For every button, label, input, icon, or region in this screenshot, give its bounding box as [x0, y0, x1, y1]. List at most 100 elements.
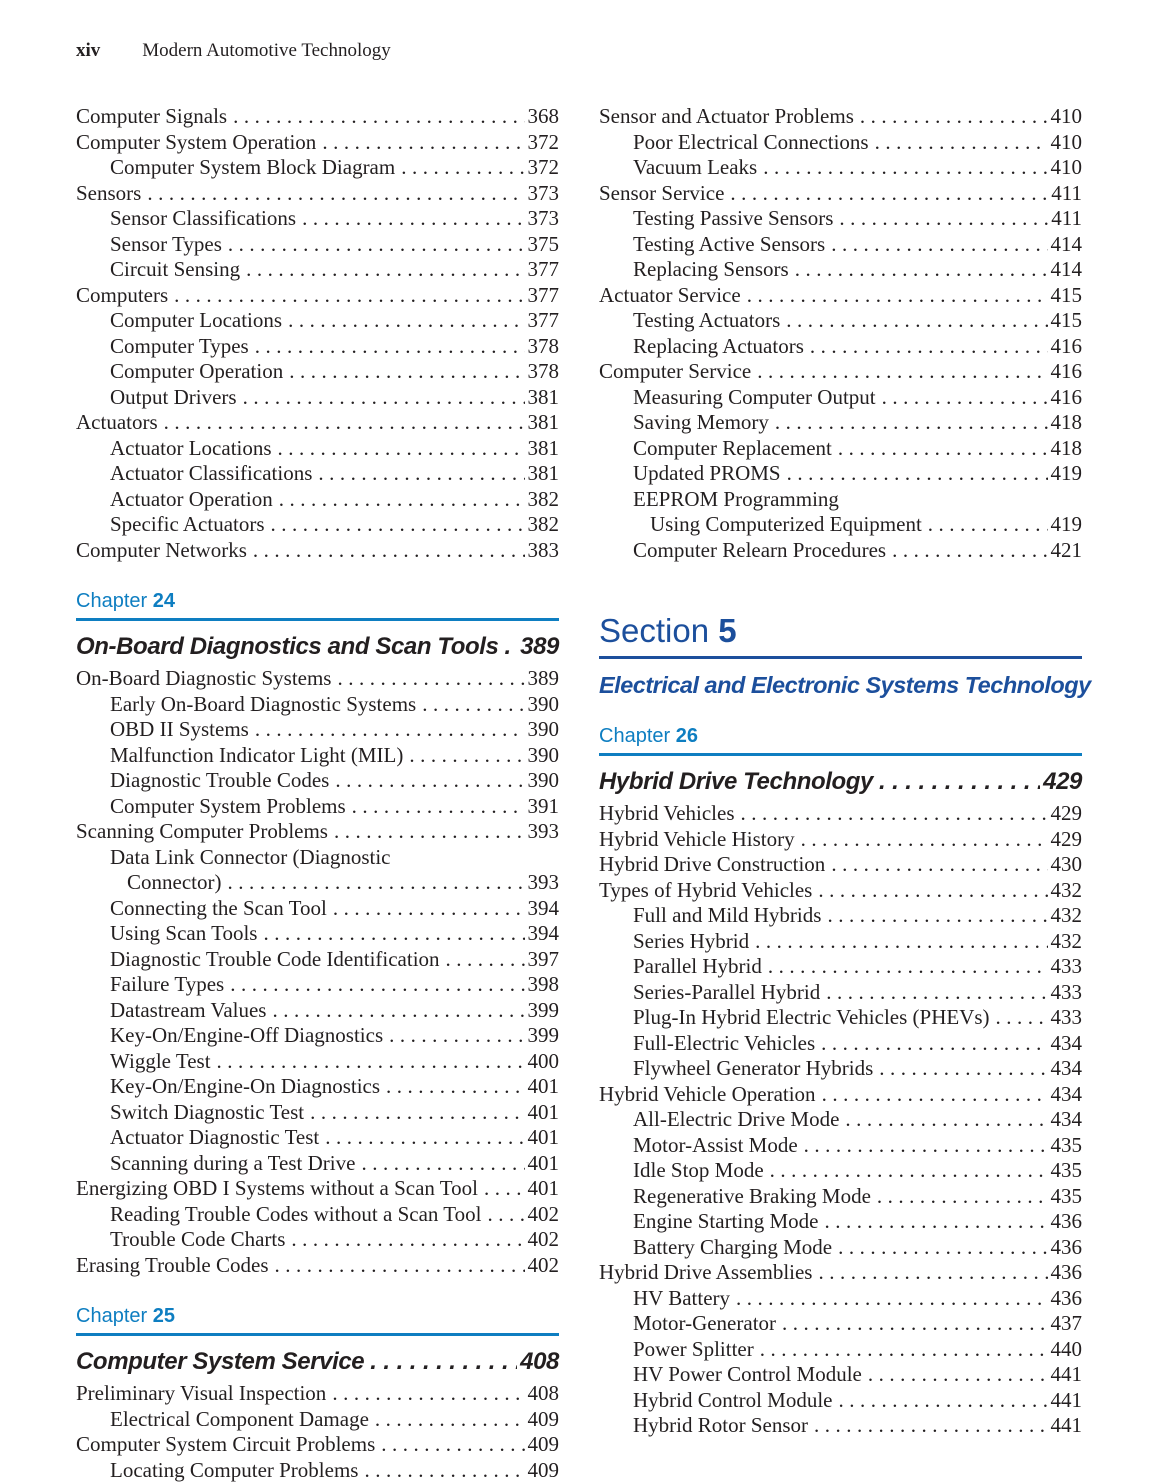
- entry-title: Poor Electrical Connections: [633, 130, 869, 156]
- toc-entry-wrap-line: Data Link Connector (Diagnostic: [76, 845, 559, 871]
- toc-entry: Sensor Service..........................…: [599, 181, 1082, 207]
- toc-entry: Series Hybrid...........................…: [599, 929, 1082, 955]
- entry-title: Trouble Code Charts: [110, 1227, 285, 1253]
- section-number: 5: [718, 612, 736, 649]
- dot-leader: ........................................…: [879, 767, 1040, 796]
- entry-page: 441: [1051, 1413, 1083, 1439]
- dot-leader: ........................................…: [322, 130, 524, 156]
- entry-page: 378: [528, 359, 560, 385]
- entry-page: 421: [1051, 538, 1083, 564]
- toc-entry: Battery Charging Mode...................…: [599, 1235, 1082, 1261]
- chapter-rule: [76, 1333, 559, 1336]
- entry-page: 401: [528, 1100, 560, 1126]
- dot-leader: ........................................…: [263, 921, 524, 947]
- entry-page: 441: [1051, 1362, 1083, 1388]
- entry-title: Diagnostic Trouble Codes: [110, 768, 329, 794]
- toc-entry: Sensor Classifications..................…: [76, 206, 559, 232]
- dot-leader: ........................................…: [446, 947, 525, 973]
- entry-title: Actuator Operation: [110, 487, 273, 513]
- entry-title: Specific Actuators: [110, 512, 265, 538]
- toc-entry: Switch Diagnostic Test..................…: [76, 1100, 559, 1126]
- toc-entry: Series-Parallel Hybrid..................…: [599, 980, 1082, 1006]
- dot-leader: ........................................…: [246, 257, 524, 283]
- toc-entry: Hybrid Vehicles.........................…: [599, 801, 1082, 827]
- entry-page: 430: [1051, 852, 1083, 878]
- entry-page: 381: [528, 461, 560, 487]
- dot-leader: ........................................…: [255, 717, 525, 743]
- entry-page: 433: [1051, 954, 1083, 980]
- entry-title: HV Power Control Module: [633, 1362, 862, 1388]
- entry-page: 400: [528, 1049, 560, 1075]
- dot-leader: ........................................…: [243, 385, 525, 411]
- toc-entry-group: Computer Signals........................…: [76, 104, 559, 563]
- toc-entry: Types of Hybrid Vehicles................…: [599, 878, 1082, 904]
- dot-leader: ........................................…: [325, 1125, 524, 1151]
- toc-column-left: Computer Signals........................…: [76, 104, 559, 1483]
- toc-entry: Computer Relearn Procedures.............…: [599, 538, 1082, 564]
- toc-entry-wrap-line: EEPROM Programming: [599, 487, 1082, 513]
- toc-entry: Saving Memory...........................…: [599, 410, 1082, 436]
- dot-leader: ........................................…: [361, 1151, 524, 1177]
- entry-title: HV Battery: [633, 1286, 730, 1312]
- entry-title: Sensor Service: [599, 181, 724, 207]
- chapter-label: Chapter 26: [599, 725, 1082, 747]
- entry-page: 409: [528, 1458, 560, 1483]
- entry-page: 434: [1051, 1056, 1083, 1082]
- dot-leader: ........................................…: [334, 819, 525, 845]
- dot-leader: ........................................…: [875, 130, 1048, 156]
- dot-leader: ........................................…: [279, 487, 525, 513]
- entry-page: 432: [1051, 903, 1083, 929]
- entry-title: Circuit Sensing: [110, 257, 240, 283]
- entry-title: Wiggle Test: [110, 1049, 211, 1075]
- dot-leader: ........................................…: [860, 104, 1048, 130]
- toc-entry: Hybrid Control Module...................…: [599, 1388, 1082, 1414]
- entry-page: 377: [528, 308, 560, 334]
- chapter-number: 24: [153, 590, 175, 612]
- toc-entry: Hybrid Drive Construction...............…: [599, 852, 1082, 878]
- entry-title: Series-Parallel Hybrid: [633, 980, 820, 1006]
- toc-entry: Diagnostic Trouble Code Identification..…: [76, 947, 559, 973]
- toc-entry: Connecting the Scan Tool................…: [76, 896, 559, 922]
- dot-leader: ........................................…: [289, 359, 524, 385]
- entry-page: 401: [528, 1151, 560, 1177]
- entry-title: Using Scan Tools: [110, 921, 257, 947]
- toc-entry: All-Electric Drive Mode.................…: [599, 1107, 1082, 1133]
- toc-entry: Replacing Actuators.....................…: [599, 334, 1082, 360]
- toc-entry: Reading Trouble Codes without a Scan Too…: [76, 1202, 559, 1228]
- dot-leader: ........................................…: [795, 257, 1048, 283]
- entry-page: 435: [1051, 1133, 1083, 1159]
- chapter-page: 408: [520, 1347, 559, 1376]
- entry-page: 433: [1051, 1005, 1083, 1031]
- toc-entry: Measuring Computer Output...............…: [599, 385, 1082, 411]
- toc-entry: OBD II Systems..........................…: [76, 717, 559, 743]
- toc-entry: Actuator Operation......................…: [76, 487, 559, 513]
- entry-title: Sensor Classifications: [110, 206, 296, 232]
- dot-leader: ........................................…: [892, 538, 1047, 564]
- entry-title: Series Hybrid: [633, 929, 749, 955]
- entry-page: 394: [528, 896, 560, 922]
- dot-leader: ........................................…: [801, 827, 1048, 853]
- entry-page: 436: [1051, 1260, 1083, 1286]
- entry-page: 416: [1051, 334, 1083, 360]
- dot-leader: ........................................…: [271, 512, 525, 538]
- entry-page: 432: [1051, 878, 1083, 904]
- entry-page: 429: [1051, 827, 1083, 853]
- dot-leader: ........................................…: [760, 1337, 1048, 1363]
- entry-page: 394: [528, 921, 560, 947]
- entry-title: Locating Computer Problems: [110, 1458, 358, 1483]
- toc-entry: Sensor Types............................…: [76, 232, 559, 258]
- entry-page: 409: [528, 1407, 560, 1433]
- chapter-page: 389: [520, 632, 559, 661]
- entry-page: 416: [1051, 359, 1083, 385]
- toc-entry-group: Sensor and Actuator Problems............…: [599, 104, 1082, 563]
- entry-page: 411: [1051, 181, 1082, 207]
- toc-entry: Computer Service........................…: [599, 359, 1082, 385]
- chapter-page: 429: [1043, 767, 1082, 796]
- dot-leader: ........................................…: [318, 461, 524, 487]
- dot-leader: ........................................…: [763, 155, 1047, 181]
- entry-page: 441: [1051, 1388, 1083, 1414]
- dot-leader: ........................................…: [996, 1005, 1048, 1031]
